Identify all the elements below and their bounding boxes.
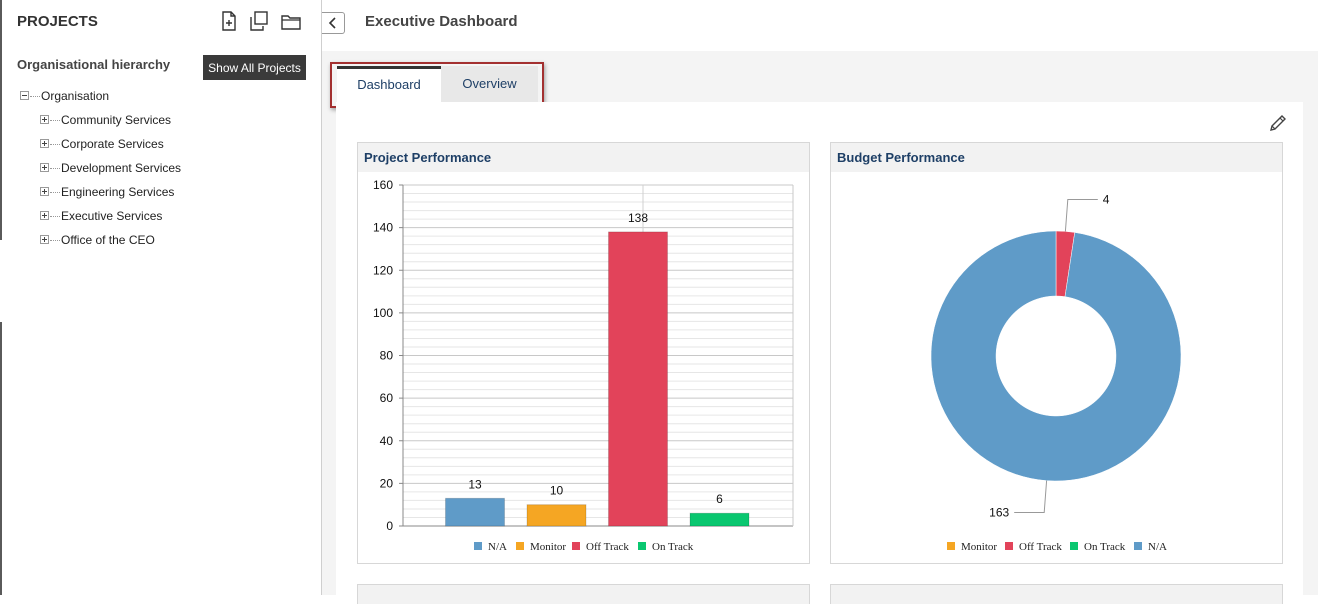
data-label: 6: [716, 492, 723, 506]
legend-label: On Track: [652, 541, 694, 553]
folder-icon[interactable]: [280, 10, 302, 32]
data-label: 13: [468, 477, 482, 491]
legend-swatch: [474, 542, 482, 550]
legend: N/A Monitor Off Track On Track: [474, 541, 694, 553]
tree-item-label: Engineering Services: [61, 185, 175, 199]
legend-swatch: [1005, 542, 1013, 550]
dashboard-canvas: Project Performance 0 20 40 60 80 100 120 140 16…: [336, 102, 1303, 604]
show-all-projects-button[interactable]: Show All Projects: [203, 55, 306, 80]
collapse-panel-button[interactable]: [322, 12, 345, 34]
expand-icon[interactable]: [40, 139, 49, 148]
budget-performance-panel: Budget Performance 4 163 Monitor Off Track O…: [830, 142, 1283, 564]
data-label: 138: [628, 211, 648, 225]
panel-stub: [357, 584, 810, 604]
copy-icon[interactable]: [248, 10, 270, 32]
tree-item[interactable]: Engineering Services: [40, 184, 240, 200]
expand-icon[interactable]: [40, 211, 49, 220]
y-tick-label: 80: [380, 349, 394, 363]
y-tick-label: 40: [380, 434, 394, 448]
legend-label: Off Track: [1019, 541, 1062, 553]
legend-swatch: [638, 542, 646, 550]
data-label: 10: [550, 484, 564, 498]
panel-edge: [0, 322, 2, 595]
legend-swatch: [572, 542, 580, 550]
tree-item[interactable]: Corporate Services: [40, 136, 240, 152]
tree-item[interactable]: Office of the CEO: [40, 232, 240, 248]
tree-root-label: Organisation: [41, 89, 110, 103]
page-header: Executive Dashboard: [322, 0, 1318, 50]
projects-title: PROJECTS: [17, 13, 98, 30]
bar: [689, 512, 750, 527]
chevron-left-icon: [328, 17, 336, 29]
expand-icon[interactable]: [40, 163, 49, 172]
tree-item-label: Corporate Services: [61, 137, 164, 151]
org-hierarchy-label: Organisational hierarchy: [17, 57, 171, 72]
legend-swatch: [516, 542, 524, 550]
legend: Monitor Off Track On Track N/A: [947, 541, 1167, 553]
projects-panel: PROJECTS Organisational hierarchy Show A…: [0, 0, 322, 595]
tab-overview[interactable]: Overview: [441, 66, 538, 102]
expand-icon[interactable]: [40, 235, 49, 244]
tree-item-label: Development Services: [61, 161, 182, 175]
tree-item-label: Community Services: [61, 113, 172, 127]
dashboard-content: Dashboard Overview Project Performance 0…: [322, 51, 1318, 604]
data-label: 163: [989, 506, 1009, 520]
bar: [608, 231, 668, 527]
tree-item-label: Office of the CEO: [61, 233, 155, 247]
tree-item[interactable]: Executive Services: [40, 208, 240, 224]
expand-icon[interactable]: [40, 115, 49, 124]
legend-label: Monitor: [530, 541, 566, 553]
budget-performance-chart: 4 163 Monitor Off Track On Track N/A: [930, 192, 1182, 553]
legend-swatch: [947, 542, 955, 550]
legend-label: N/A: [1148, 541, 1167, 553]
tab-dashboard[interactable]: Dashboard: [337, 66, 441, 102]
new-document-icon[interactable]: [218, 10, 240, 32]
y-tick-label: 120: [373, 263, 393, 277]
legend-label: On Track: [1084, 541, 1126, 553]
legend-label: N/A: [488, 541, 507, 553]
panel-edge: [0, 0, 2, 240]
leader-line: [1064, 198, 1098, 232]
legend-label: Monitor: [961, 541, 997, 553]
tree-item[interactable]: Development Services: [40, 160, 240, 176]
panel-stub: [830, 584, 1283, 604]
y-tick-label: 160: [373, 178, 393, 192]
legend-swatch: [1134, 542, 1142, 550]
project-performance-panel: Project Performance 0 20 40 60 80 100 120 140 16…: [357, 142, 810, 564]
grid-lines: [403, 184, 793, 527]
project-performance-chart: 0 20 40 60 80 100 120 140 160 13 10 138 6 N/A Monitor O…: [373, 178, 794, 553]
y-tick-label: 60: [380, 391, 394, 405]
y-tick-label: 100: [373, 306, 393, 320]
y-tick-label: 0: [386, 519, 393, 533]
legend-swatch: [1070, 542, 1078, 550]
tree-item-label: Executive Services: [61, 209, 163, 223]
bar: [526, 504, 587, 527]
page-title: Executive Dashboard: [365, 13, 518, 30]
pencil-icon[interactable]: [1267, 112, 1289, 134]
donut-slice: [930, 230, 1182, 482]
legend-label: Off Track: [586, 541, 629, 553]
tree-item[interactable]: Community Services: [40, 112, 240, 128]
y-tick-label: 140: [373, 221, 393, 235]
leader-line: [1014, 480, 1048, 514]
y-tick-label: 20: [380, 476, 394, 490]
collapse-icon[interactable]: [20, 91, 29, 100]
expand-icon[interactable]: [40, 187, 49, 196]
panel-title: Project Performance: [358, 143, 809, 172]
bar: [445, 497, 505, 527]
data-label: 4: [1103, 192, 1110, 206]
tree-root[interactable]: Organisation: [20, 88, 220, 104]
panel-title: Budget Performance: [831, 143, 1282, 172]
